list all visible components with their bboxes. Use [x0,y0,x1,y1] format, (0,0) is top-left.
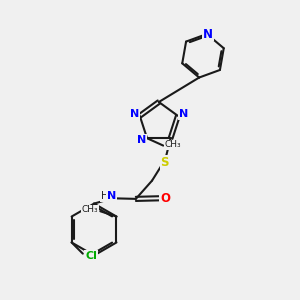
Text: N: N [203,28,213,40]
Text: N: N [107,191,116,201]
Text: N: N [178,110,188,119]
Text: CH₃: CH₃ [82,205,98,214]
Text: N: N [137,135,146,145]
Text: N: N [130,110,139,119]
Text: Cl: Cl [85,251,97,261]
Text: CH₃: CH₃ [164,140,181,149]
Text: O: O [160,192,170,205]
Text: H: H [101,191,108,201]
Text: S: S [160,156,169,169]
